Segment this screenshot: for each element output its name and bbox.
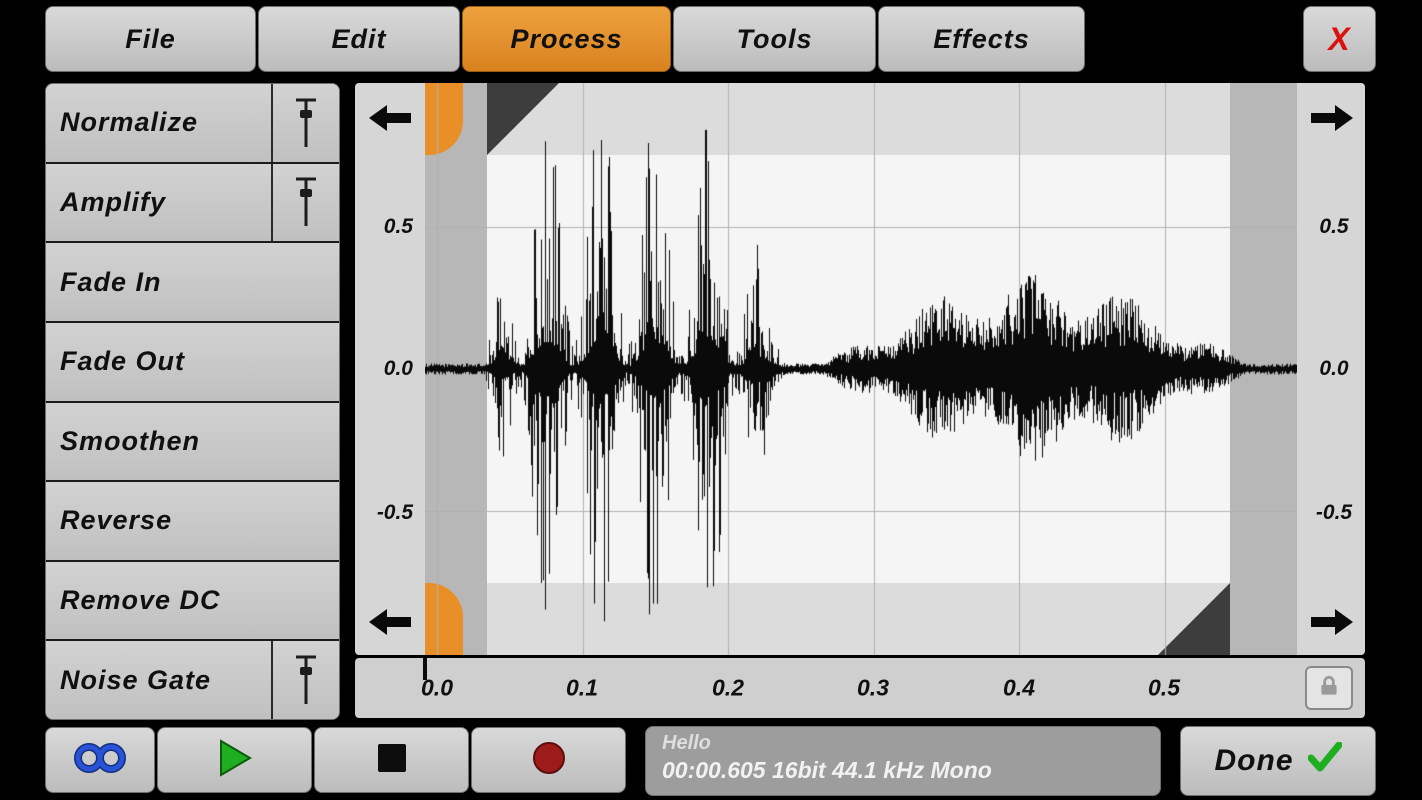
play-button[interactable] xyxy=(157,727,312,793)
lock-button[interactable] xyxy=(1305,666,1353,710)
time-axis[interactable]: 0.0 0.1 0.2 0.3 0.4 0.5 xyxy=(355,658,1365,718)
process-item-smoothen[interactable]: Smoothen xyxy=(46,402,339,483)
process-item-label: Normalize xyxy=(60,107,199,138)
stop-icon xyxy=(376,742,408,779)
process-item-label: Fade In xyxy=(60,266,162,297)
stop-button[interactable] xyxy=(314,727,469,793)
x-axis-label: 0.5 xyxy=(1148,674,1180,701)
play-icon xyxy=(218,738,252,782)
record-icon xyxy=(531,740,567,781)
process-item-label: Noise Gate xyxy=(60,664,212,695)
process-item-label: Smoothen xyxy=(60,425,200,456)
x-axis-label: 0.0 xyxy=(421,674,453,701)
slider-icon[interactable] xyxy=(271,641,339,719)
x-axis-label: 0.3 xyxy=(857,674,889,701)
waveform-canvas[interactable] xyxy=(425,83,1297,655)
process-item-label: Amplify xyxy=(60,186,167,217)
process-item-label: Reverse xyxy=(60,505,173,536)
playhead-tick xyxy=(423,658,427,680)
file-details: 00:00.605 16bit 44.1 kHz Mono xyxy=(662,757,992,783)
menu-effects[interactable]: Effects xyxy=(878,6,1085,72)
scroll-right-arrow-icon[interactable] xyxy=(1309,103,1355,133)
infinity-icon xyxy=(69,741,131,780)
y-axis-label: 0.5 xyxy=(1319,215,1349,238)
process-item-label: Remove DC xyxy=(60,585,221,616)
process-item-normalize[interactable]: Normalize xyxy=(46,84,339,164)
x-axis-label: 0.1 xyxy=(566,674,598,701)
waveform-plot[interactable] xyxy=(425,83,1297,655)
file-title: Hello xyxy=(662,732,711,754)
process-item-amplify[interactable]: Amplify xyxy=(46,163,339,244)
loop-button[interactable] xyxy=(45,727,155,793)
process-menu: Normalize Amplify Fade In Fade Out Smoot… xyxy=(45,83,340,720)
process-item-label: Fade Out xyxy=(60,346,186,377)
menu-process[interactable]: Process xyxy=(462,6,671,72)
scroll-right-arrow-icon[interactable] xyxy=(1309,607,1355,637)
process-item-remove-dc[interactable]: Remove DC xyxy=(46,561,339,642)
slider-icon[interactable] xyxy=(271,163,339,242)
slider-icon[interactable] xyxy=(271,84,339,162)
process-item-fade-in[interactable]: Fade In xyxy=(46,243,339,323)
scroll-left-arrow-icon[interactable] xyxy=(367,103,413,133)
x-axis-label: 0.4 xyxy=(1003,674,1035,701)
y-axis-label: 0.5 xyxy=(383,215,413,238)
process-item-reverse[interactable]: Reverse xyxy=(46,482,339,562)
x-axis-label: 0.2 xyxy=(712,674,744,701)
process-item-fade-out[interactable]: Fade Out xyxy=(46,322,339,403)
status-display: Hello 00:00.605 16bit 44.1 kHz Mono xyxy=(645,726,1161,796)
menu-edit[interactable]: Edit xyxy=(258,6,460,72)
menu-tools[interactable]: Tools xyxy=(673,6,876,72)
checkmark-icon xyxy=(1307,741,1342,780)
waveform-panel: 0.5 0.0 -0.5 0.5 0.0 -0.5 xyxy=(355,83,1365,655)
record-button[interactable] xyxy=(471,727,626,793)
lock-icon xyxy=(1316,673,1342,704)
done-button-label: Done xyxy=(1214,744,1294,777)
y-axis-label: 0.0 xyxy=(383,357,413,380)
done-button[interactable]: Done xyxy=(1180,726,1376,796)
close-button[interactable]: X xyxy=(1303,6,1376,72)
menu-file[interactable]: File xyxy=(45,6,256,72)
y-axis-label: -0.5 xyxy=(376,501,413,524)
process-item-noise-gate[interactable]: Noise Gate xyxy=(46,641,339,719)
scroll-left-arrow-icon[interactable] xyxy=(367,607,413,637)
y-axis-label: -0.5 xyxy=(1315,501,1353,524)
y-axis-label: 0.0 xyxy=(1319,357,1349,380)
